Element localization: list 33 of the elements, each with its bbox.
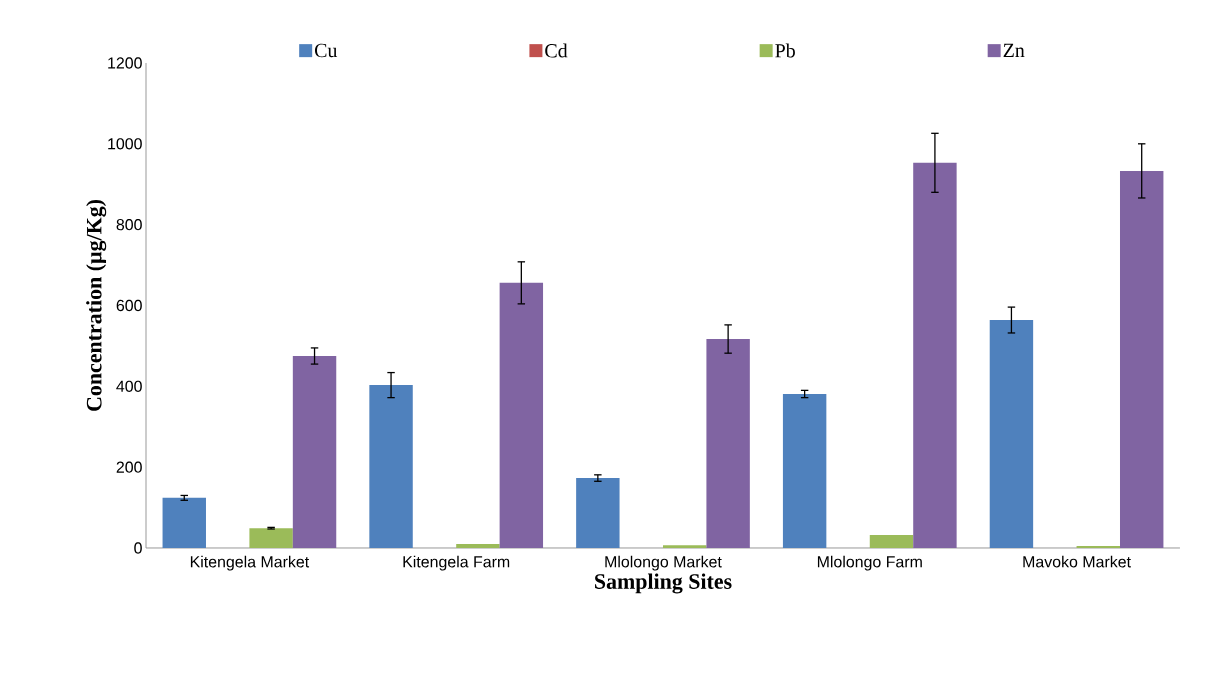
y-tick-label: 800 [116, 219, 142, 231]
x-tick-label: Kitengela Market [190, 555, 310, 571]
x-tick-label: Mavoko Market [1023, 555, 1131, 568]
bar [162, 497, 206, 548]
legend-label: Cu [314, 43, 338, 58]
x-axis-title: Sampling Sites [595, 573, 732, 594]
legend-label: Zn [1003, 43, 1025, 57]
y-tick-label: 400 [116, 380, 142, 392]
y-tick-label: 1200 [108, 57, 142, 69]
bar [369, 385, 413, 548]
y-tick-label: 200 [116, 461, 142, 473]
bar [913, 162, 957, 548]
y-tick-label: 0 [134, 542, 142, 554]
y-tick-label: 1000 [108, 138, 142, 150]
y-axis-title: Concentration (µg/Kg) [86, 199, 107, 411]
bar [1076, 545, 1120, 548]
bar [576, 478, 620, 548]
bar [782, 394, 827, 548]
bar [662, 545, 707, 548]
bar [706, 339, 750, 548]
legend-label: Pb [775, 43, 795, 58]
bar [292, 356, 337, 548]
y-tick-label: 600 [116, 299, 142, 312]
x-tick-label: Mlolongo Market [605, 555, 722, 571]
bar [249, 528, 293, 548]
legend-label: Cd [545, 43, 568, 58]
bar [1119, 170, 1164, 548]
bar [989, 320, 1034, 548]
bar [869, 535, 914, 548]
bar [499, 282, 544, 548]
bar [456, 543, 500, 548]
x-tick-label: Kitengela Farm [403, 555, 510, 571]
x-tick-label: Mlolongo Farm [817, 555, 922, 571]
